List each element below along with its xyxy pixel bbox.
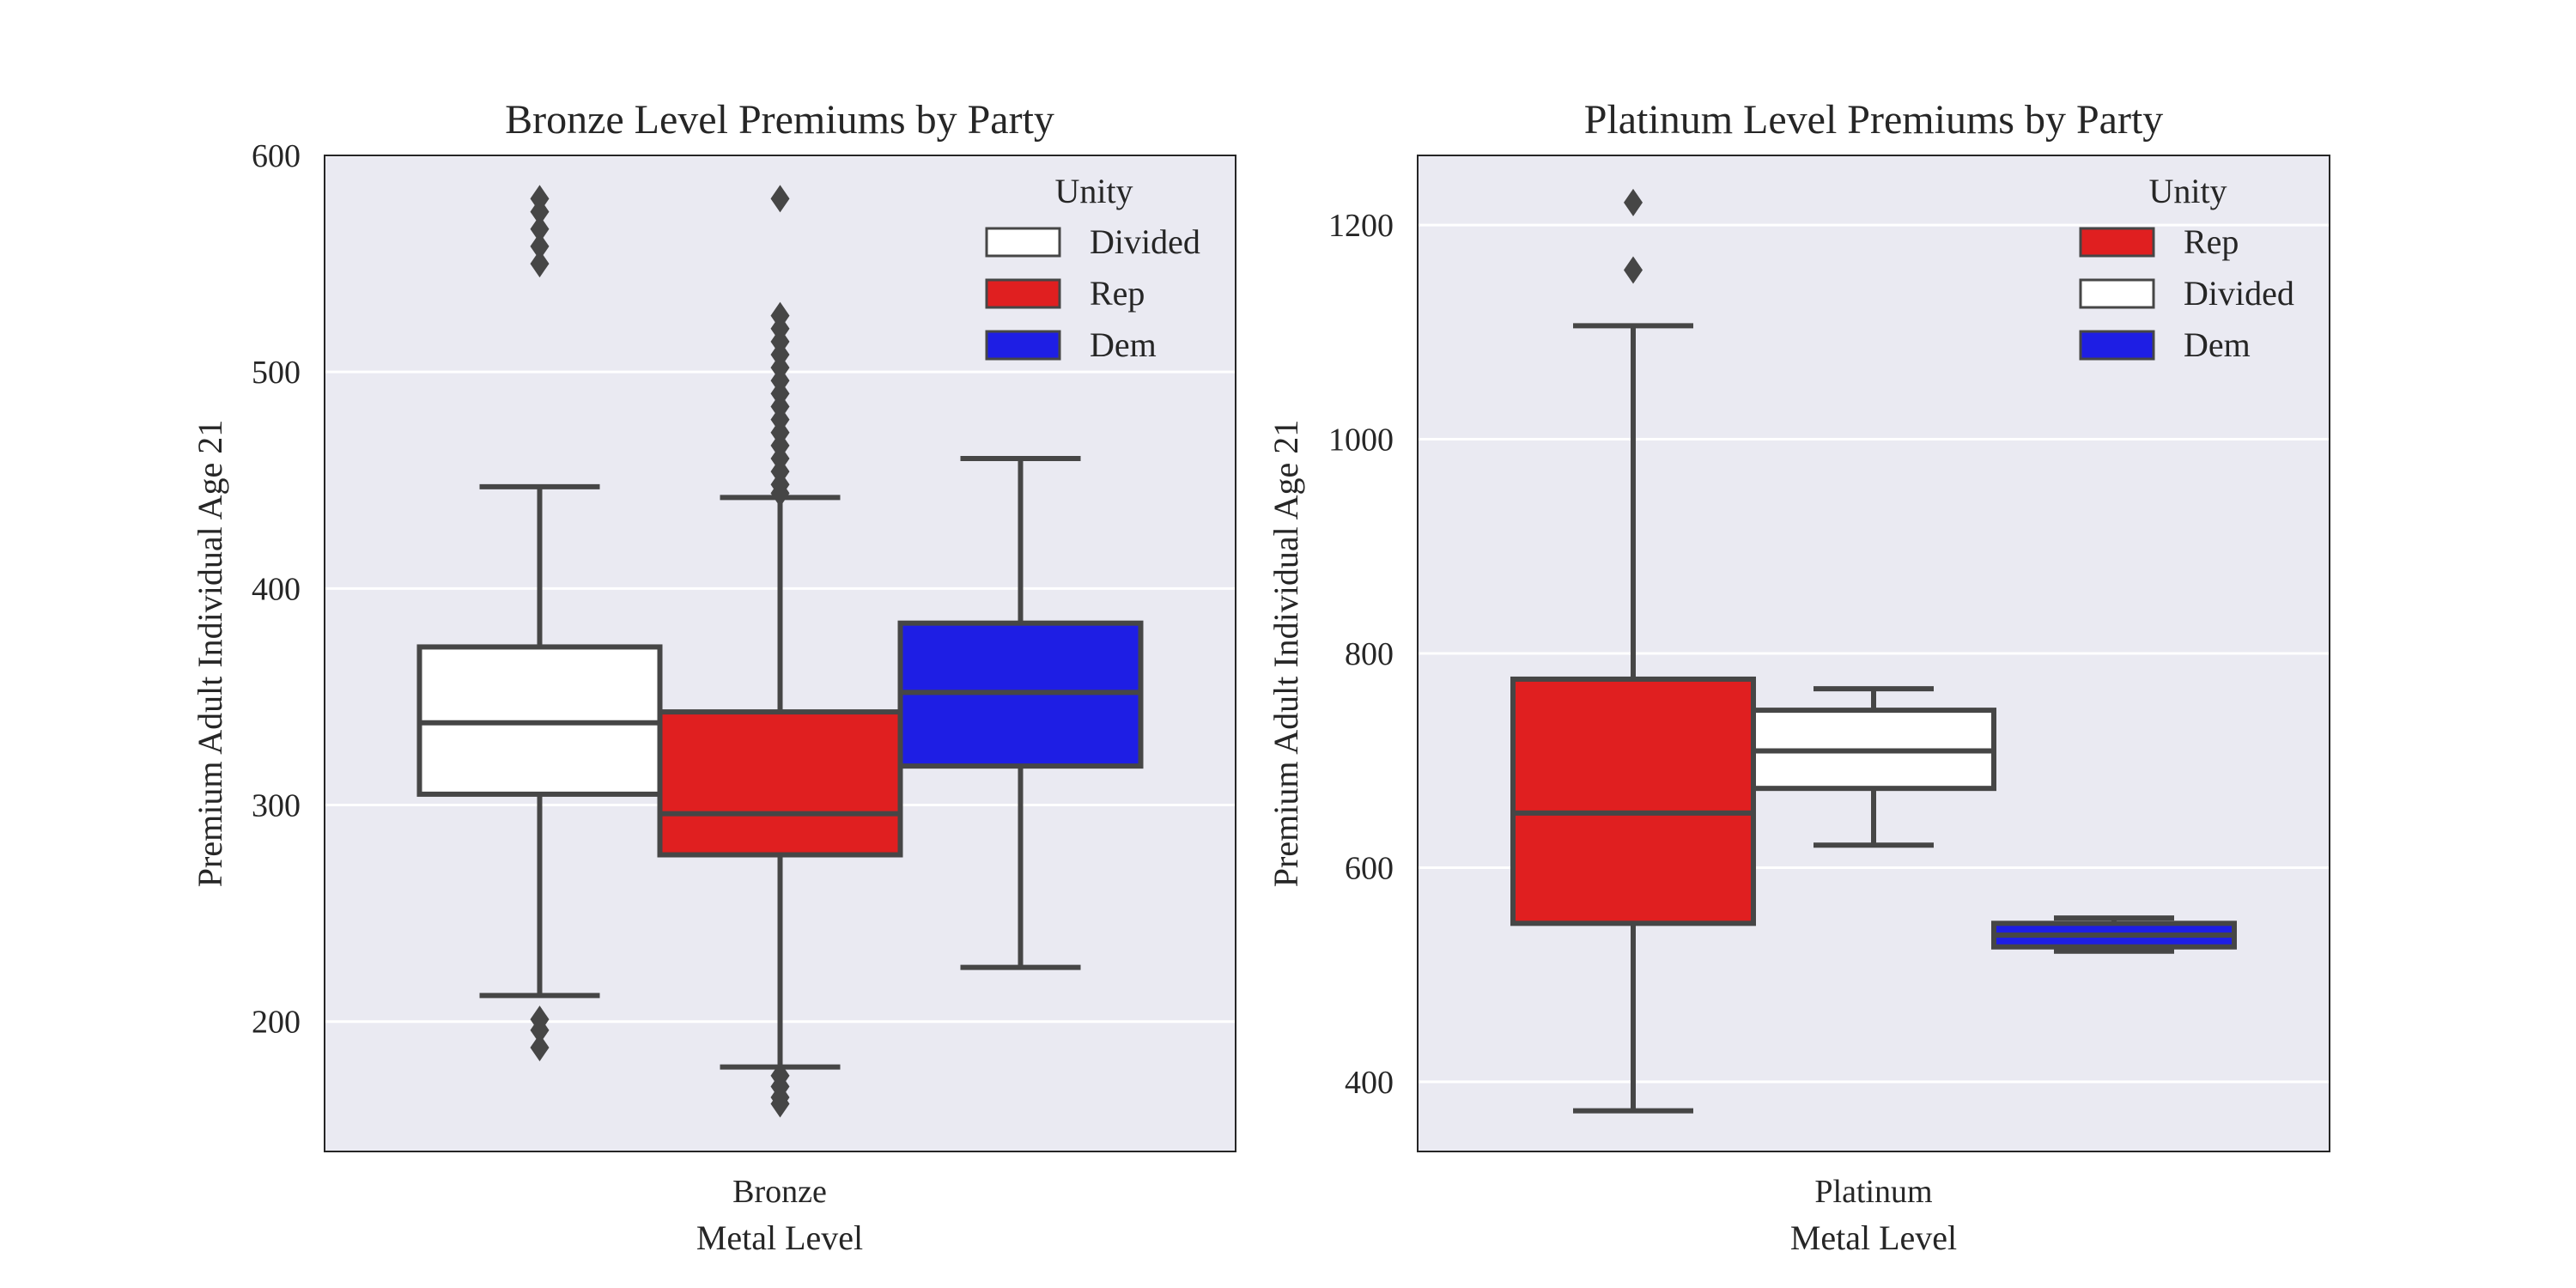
platinum-y-tick-label: 600 <box>1345 850 1394 886</box>
bronze-legend: Unity Divided Rep Dem <box>985 172 1200 364</box>
bronze-legend-label-dem: Dem <box>1090 325 1157 364</box>
bronze-legend-swatch-divided <box>985 227 1061 258</box>
platinum-legend-label-dem: Dem <box>2184 325 2251 364</box>
bronze-legend-swatch-dem <box>985 330 1061 361</box>
platinum-y-tick-label: 800 <box>1345 636 1394 672</box>
bronze-divided-outlier-point <box>530 232 550 260</box>
bronze-y-axis-label: Premium Adult Individual Age 21 <box>191 420 229 887</box>
platinum-legend-title: Unity <box>2148 172 2227 210</box>
bronze-divided-outlier-point <box>530 250 550 278</box>
bronze-rep-outlier-point <box>770 185 790 213</box>
bronze-rep-outlier-point <box>770 479 790 507</box>
bronze-x-tick-label: Bronze <box>732 1174 827 1210</box>
bronze-divided-outlier-point <box>530 185 550 213</box>
bronze-legend-label-divided: Divided <box>1090 222 1200 261</box>
bronze-chart-panel: Bronze Level Premiums by Party Metal Lev… <box>191 97 1236 1257</box>
platinum-rep-outlier-point <box>1624 188 1643 216</box>
bronze-legend-swatch-rep <box>985 278 1061 309</box>
bronze-rep-box <box>657 709 903 858</box>
platinum-y-tick-label: 1000 <box>1328 422 1394 459</box>
platinum-legend-swatch-rep <box>2079 227 2155 258</box>
bronze-y-tick-label: 400 <box>252 571 301 607</box>
platinum-y-axis-label: Premium Adult Individual Age 21 <box>1267 420 1305 887</box>
platinum-legend: Unity Rep Divided Dem <box>2079 172 2294 364</box>
bronze-chart-title: Bronze Level Premiums by Party <box>505 97 1054 143</box>
platinum-legend-label-divided: Divided <box>2184 274 2294 313</box>
bronze-rep-outlier-point <box>770 1090 790 1118</box>
bronze-divided-outlier-point <box>530 1033 550 1061</box>
bronze-divided-outlier-point <box>530 215 550 243</box>
platinum-x-tick-label: Platinum <box>1814 1174 1932 1210</box>
platinum-legend-swatch-dem <box>2079 330 2155 361</box>
bronze-x-axis-label: Metal Level <box>696 1218 863 1257</box>
platinum-x-axis-label: Metal Level <box>1790 1218 1957 1257</box>
platinum-rep-outlier-point <box>1624 256 1643 284</box>
platinum-legend-swatch-divided <box>2079 278 2155 309</box>
bronze-y-tick-label: 600 <box>252 138 301 174</box>
bronze-y-tick-label: 300 <box>252 788 301 824</box>
bronze-legend-label-rep: Rep <box>1090 274 1145 313</box>
bronze-legend-title: Unity <box>1054 172 1133 210</box>
bronze-plot-border <box>324 155 1236 1152</box>
bronze-y-tick-label: 500 <box>252 355 301 391</box>
platinum-y-tick-label: 1200 <box>1328 208 1394 244</box>
platinum-y-tick-label: 400 <box>1345 1065 1394 1101</box>
platinum-chart-title: Platinum Level Premiums by Party <box>1584 97 2164 143</box>
bronze-y-tick-label: 200 <box>252 1005 301 1041</box>
platinum-legend-label-rep: Rep <box>2184 222 2239 261</box>
platinum-plot-border <box>1417 155 2330 1152</box>
platinum-rep-box <box>1510 676 1756 927</box>
bronze-divided-outlier-point <box>530 1016 550 1044</box>
platinum-chart-panel: Platinum Level Premiums by Party Metal L… <box>1267 97 2330 1257</box>
